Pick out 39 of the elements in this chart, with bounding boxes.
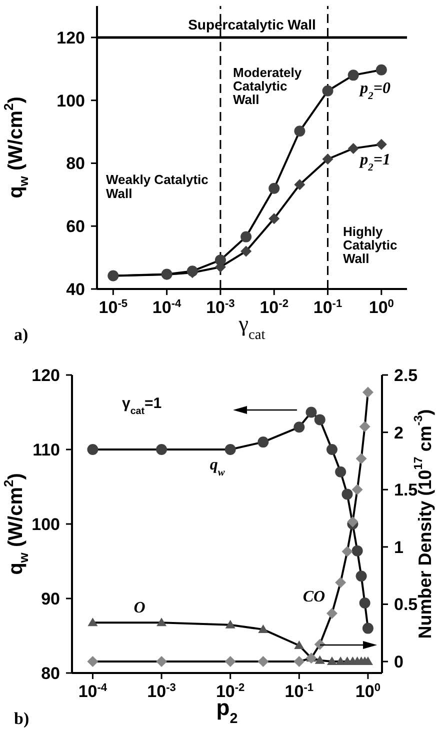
series-label: O: [134, 600, 146, 617]
text: a): [14, 325, 28, 344]
x-tick-label: 10$^{-2}$: [260, 298, 288, 317]
y2-tick-label: 2: [394, 423, 404, 442]
x-tick-label: 10$^{-5}$: [98, 298, 128, 317]
series-label: p$_{2}$=1: [358, 151, 391, 173]
y-tick-label: 120: [32, 366, 60, 385]
annotation: Highly Catalytic Wall: [343, 224, 398, 266]
y-tick-label: 80: [66, 154, 85, 174]
ref-line-label: Supercatalytic Wall: [188, 16, 316, 32]
x-tick-label: 10$^{-4}$: [78, 682, 108, 701]
y-tick-label: 60: [66, 217, 85, 236]
y2-tick-label: 1.5: [394, 480, 418, 500]
y2-tick-label: 1: [394, 538, 404, 557]
series-label: CO: [302, 588, 326, 606]
series-label: p$_{2}$=0: [358, 80, 391, 102]
y-tick-label: 80: [41, 664, 60, 683]
y-tick-label: 40: [66, 280, 85, 299]
x-tick-label: 10$^{-1}$: [284, 682, 314, 701]
text: b): [14, 709, 30, 728]
y-tick-label: 100: [32, 515, 60, 534]
y2-tick-label: 0: [394, 652, 404, 672]
x-tick-label: 10$^{-3}$: [147, 682, 176, 701]
x-tick-label: 10$^{-3}$: [206, 298, 235, 317]
annotation: Moderately Catalytic Wall: [233, 65, 302, 107]
annotation: γ$_{cat}$=1: [122, 395, 162, 416]
x-tick-label: 10$^{-2}$: [216, 682, 245, 701]
x-tick-label: 10$^{0}$: [368, 298, 394, 317]
y-tick-label: 120: [56, 28, 85, 48]
y-tick-label: 90: [41, 590, 60, 608]
y2-tick-label: 2.5: [394, 366, 418, 385]
x-tick-label: 10$^{-1}$: [313, 298, 342, 317]
y-tick-label: 100: [56, 91, 85, 110]
y2-tick-label: 0.5: [394, 595, 418, 614]
x-tick-label: 10$^{-4}$: [152, 298, 182, 317]
x-tick-label: 10$^{0}$: [355, 682, 380, 701]
series-label: q$_{w}$: [210, 456, 225, 478]
y-tick-label: 110: [32, 440, 60, 460]
annotation: Weakly Catalytic Wall: [106, 172, 208, 201]
